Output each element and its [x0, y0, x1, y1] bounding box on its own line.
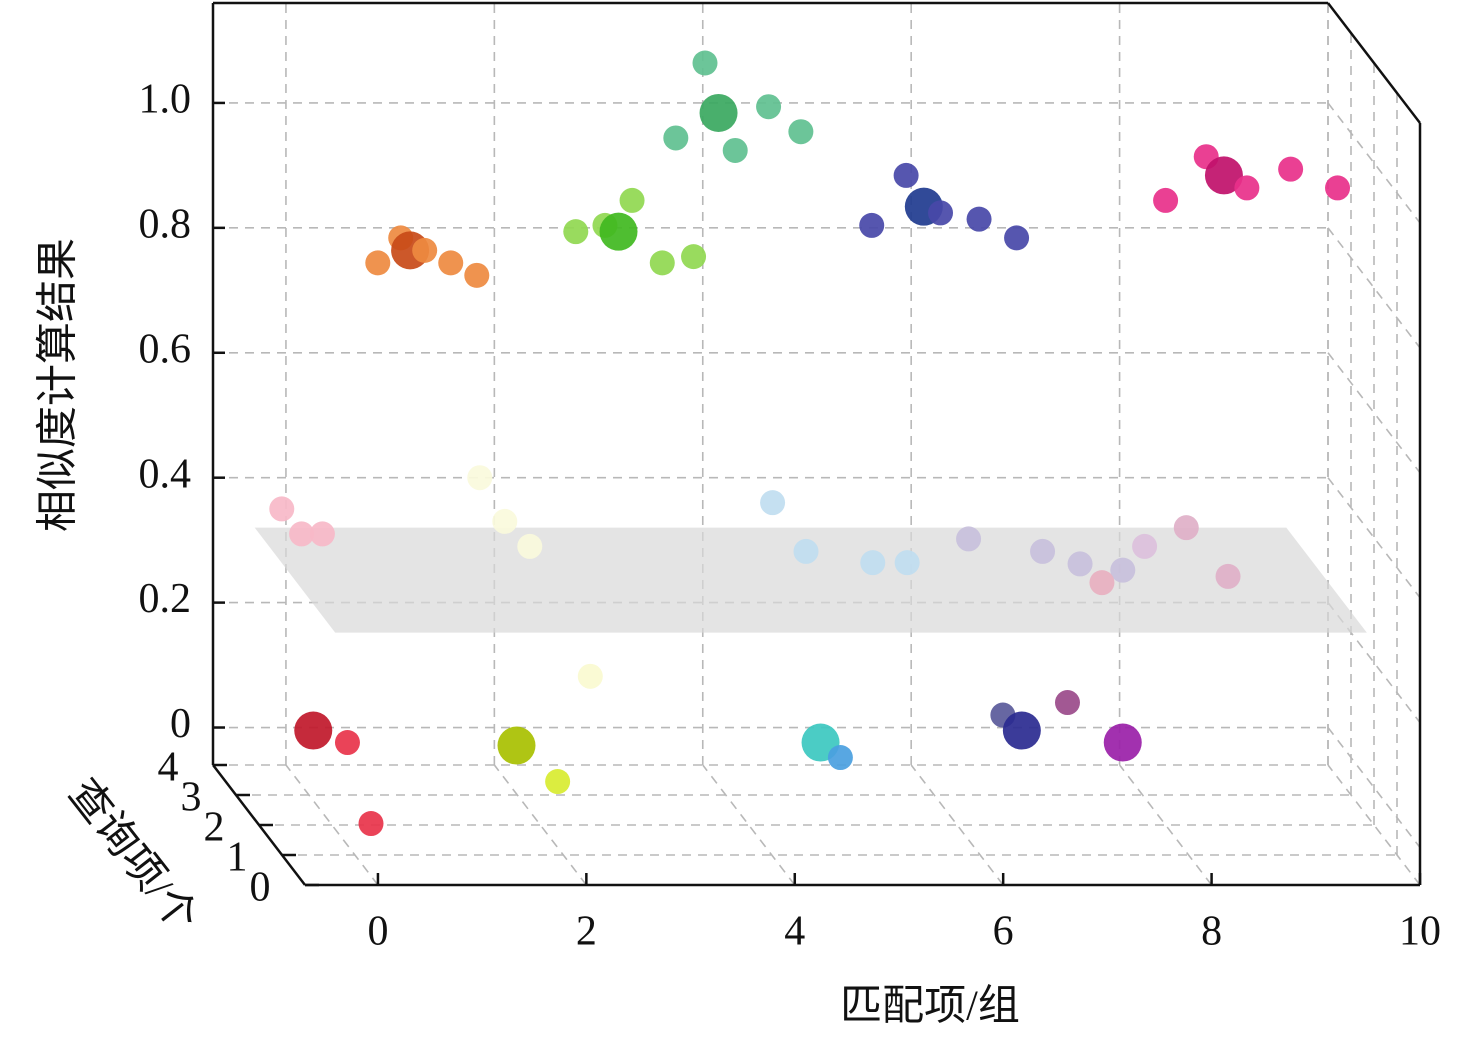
grid-line [1118, 764, 1213, 886]
point [334, 730, 360, 756]
x-tick-label: 6 [993, 909, 1014, 955]
y-tick-label: 1 [227, 835, 248, 881]
point [497, 726, 536, 765]
point [517, 533, 543, 559]
point [663, 125, 689, 151]
y-tick-label: 4 [158, 745, 179, 791]
point [692, 50, 718, 76]
grid-line [702, 764, 796, 886]
point [1089, 570, 1115, 596]
point [756, 94, 782, 120]
point [1153, 187, 1179, 213]
point [649, 250, 675, 276]
x-tick-label: 2 [576, 909, 597, 955]
point [1103, 723, 1142, 762]
point [1234, 175, 1260, 201]
x-axis-label: 匹配项/组 [840, 984, 1020, 1030]
point [1110, 557, 1136, 583]
point [681, 244, 707, 270]
point [1173, 515, 1199, 541]
point [1054, 690, 1080, 716]
y-tick-label: 3 [181, 775, 202, 821]
axis-line [1327, 2, 1421, 124]
point [577, 663, 603, 689]
point [269, 496, 295, 522]
grid-line [910, 764, 1004, 886]
z-tick-label: 0.6 [139, 326, 192, 372]
x-tick-label: 10 [1399, 909, 1441, 955]
point [545, 769, 571, 795]
point [788, 119, 814, 145]
z-tick-label: 0.4 [139, 451, 192, 497]
point [1030, 538, 1056, 564]
point [294, 711, 333, 750]
point [966, 206, 992, 232]
point [1004, 225, 1030, 251]
point [893, 162, 919, 188]
point [464, 262, 490, 288]
y-tick-label: 0 [250, 865, 271, 911]
point [699, 93, 738, 132]
point [722, 137, 748, 163]
point [894, 550, 920, 576]
y-tick-label: 2 [204, 805, 225, 851]
point [760, 490, 786, 516]
point [438, 250, 464, 276]
z-tick-label: 0.2 [139, 576, 192, 622]
point [1278, 156, 1304, 182]
point [309, 521, 335, 547]
z-tick-label: 0 [170, 701, 191, 747]
point [619, 187, 645, 213]
x-tick-label: 4 [784, 909, 805, 955]
point [827, 745, 853, 771]
point [956, 526, 982, 552]
point [289, 521, 315, 547]
point [358, 811, 384, 837]
grid-line [493, 764, 587, 886]
point [793, 538, 819, 564]
point [1325, 175, 1351, 201]
point [1067, 551, 1093, 577]
z-tick-label: 0.8 [139, 201, 192, 247]
point [467, 465, 493, 491]
point [928, 200, 954, 226]
point [412, 237, 438, 263]
point [599, 212, 638, 251]
point [1132, 533, 1158, 559]
x-tick-label: 8 [1201, 909, 1222, 955]
point [563, 219, 589, 245]
point [365, 250, 391, 276]
z-tick-label: 1.0 [139, 77, 192, 123]
point [1002, 711, 1041, 750]
point [860, 550, 886, 576]
point [1204, 156, 1243, 195]
point [859, 212, 885, 238]
x-tick-label: 0 [367, 909, 388, 955]
z-axis-label: 相似度计算结果 [36, 238, 82, 532]
point [492, 508, 518, 534]
point [1215, 563, 1241, 589]
